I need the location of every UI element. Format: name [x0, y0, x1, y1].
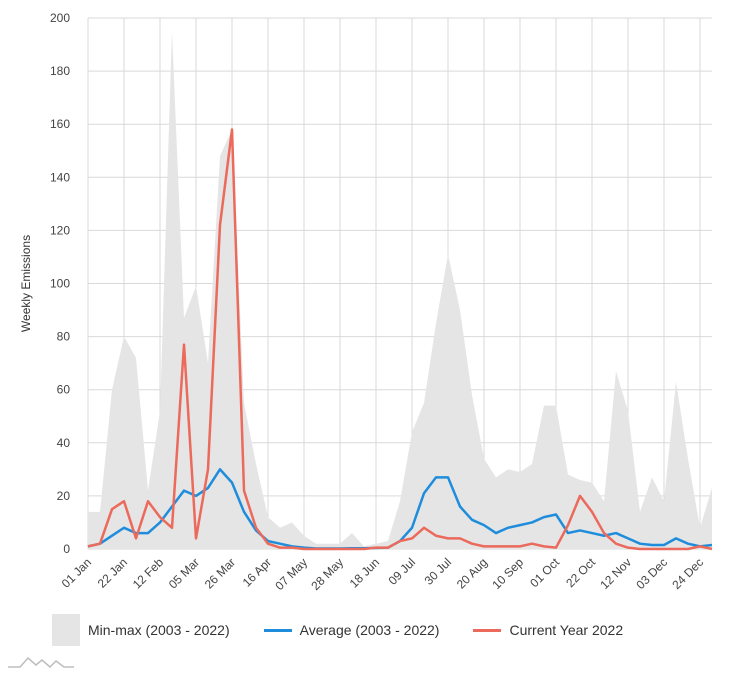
y-tick-label: 200: [50, 11, 70, 25]
x-tick-label: 26 Mar: [202, 555, 238, 591]
y-tick-label: 80: [57, 330, 71, 344]
legend-item-current[interactable]: Current Year 2022: [473, 622, 623, 638]
x-tick-label: 24 Dec: [669, 555, 706, 592]
current-year-line: [87, 128, 713, 551]
y-tick-label: 40: [57, 436, 71, 450]
x-tick-label: 28 May: [308, 555, 346, 593]
x-tick-label: 12 Feb: [130, 555, 167, 592]
y-tick-label: 120: [50, 223, 70, 237]
y-tick-label: 140: [50, 170, 70, 184]
x-tick-label: 12 Nov: [597, 555, 634, 592]
x-tick-label: 22 Oct: [563, 555, 598, 590]
current-swatch: [473, 628, 502, 632]
legend-current-label: Current Year 2022: [509, 622, 624, 638]
x-tick-label: 01 Oct: [527, 555, 562, 590]
x-tick-label: 10 Sep: [489, 555, 526, 592]
legend-item-average[interactable]: Average (2003 - 2022): [263, 622, 440, 638]
x-tick-label: 18 Jun: [347, 555, 382, 590]
x-tick-label: 01 Jan: [59, 555, 94, 590]
x-tick-label: 30 Jul: [422, 555, 455, 588]
legend-average-label: Average (2003 - 2022): [299, 622, 440, 638]
y-tick-label: 0: [63, 542, 70, 556]
legend-range-label: Min-max (2003 - 2022): [88, 622, 230, 638]
legend-item-range[interactable]: Min-max (2003 - 2022): [52, 614, 230, 646]
chart-legend: Min-max (2003 - 2022) Average (2003 - 20…: [52, 614, 657, 646]
mountain-logo-icon: [8, 656, 74, 669]
y-tick-label: 60: [57, 383, 71, 397]
y-tick-label: 20: [57, 489, 71, 503]
range-area: [88, 31, 712, 549]
average-swatch: [263, 628, 292, 632]
y-tick-label: 180: [50, 64, 70, 78]
x-tick-label: 03 Dec: [633, 555, 670, 592]
x-tick-label: 07 May: [272, 555, 310, 593]
range-swatch: [52, 614, 80, 646]
y-tick-label: 160: [50, 117, 70, 131]
x-tick-label: 20 Aug: [454, 555, 490, 591]
x-tick-label: 22 Jan: [95, 555, 130, 590]
y-axis-title: Weekly Emissions: [19, 235, 33, 332]
y-tick-label: 100: [50, 277, 70, 291]
x-tick-label: 09 Jul: [386, 555, 419, 588]
x-tick-label: 16 Apr: [240, 555, 274, 589]
x-tick-label: 05 Mar: [166, 555, 202, 591]
